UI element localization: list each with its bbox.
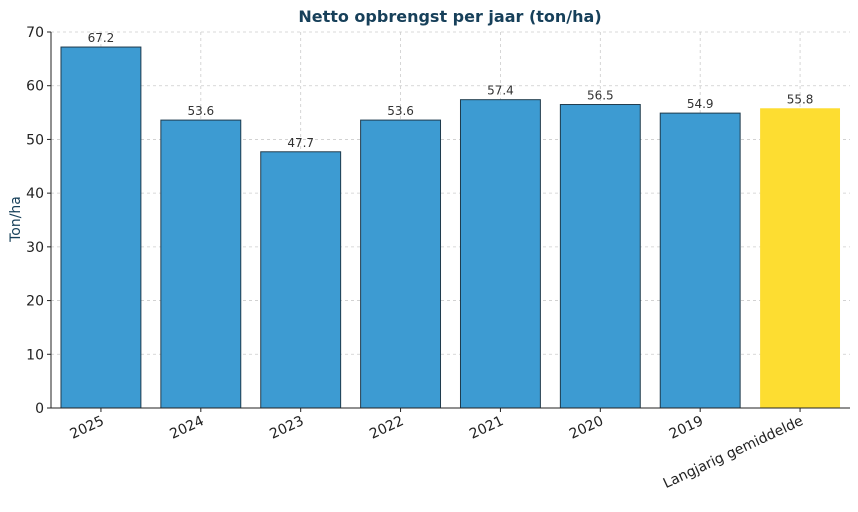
y-tick-label: 60 xyxy=(26,79,44,95)
y-tick-label: 0 xyxy=(35,401,44,417)
x-tick-label: 2019 xyxy=(667,413,706,443)
data-label: 57.4 xyxy=(487,84,514,98)
x-tick-label: 2022 xyxy=(367,413,406,443)
bar-2019 xyxy=(659,112,741,409)
data-label: 53.6 xyxy=(387,104,414,118)
data-label: 55.8 xyxy=(787,92,814,106)
data-label: 47.7 xyxy=(287,136,314,150)
data-label: 56.5 xyxy=(587,89,614,103)
bar-langjarig-gemiddelde xyxy=(760,108,841,408)
data-label: 67.2 xyxy=(88,31,115,45)
data-labels: 67.2 53.6 47.7 53.6 57.4 56.5 54.9 55.8 xyxy=(88,31,814,150)
y-tick-label: 50 xyxy=(26,132,44,148)
data-label: 54.9 xyxy=(687,97,714,111)
y-tick-label: 40 xyxy=(26,186,44,202)
x-tick-label: 2021 xyxy=(467,413,506,443)
x-tick-label: 2020 xyxy=(567,413,606,443)
y-tick-label: 30 xyxy=(26,240,44,256)
bar-2023 xyxy=(260,151,342,409)
x-tick-label: 2024 xyxy=(167,413,206,443)
y-ticks: 0 10 20 30 40 50 60 70 xyxy=(26,25,51,417)
x-tick-label: 2025 xyxy=(68,413,107,443)
bar-2020 xyxy=(559,104,641,409)
y-tick-label: 20 xyxy=(26,294,44,310)
y-tick-label: 70 xyxy=(26,25,44,41)
data-label: 53.6 xyxy=(187,104,214,118)
chart-title: Netto opbrengst per jaar (ton/ha) xyxy=(298,7,601,26)
bar-2021 xyxy=(459,99,541,409)
bars xyxy=(60,46,841,409)
x-tick-label: 2023 xyxy=(267,413,306,443)
bar-2025 xyxy=(60,46,142,409)
bar-2022 xyxy=(360,119,442,409)
y-tick-label: 10 xyxy=(26,347,44,363)
bar-2024 xyxy=(160,119,242,409)
axes xyxy=(50,32,850,409)
y-axis-label: Ton/ha xyxy=(8,196,24,243)
